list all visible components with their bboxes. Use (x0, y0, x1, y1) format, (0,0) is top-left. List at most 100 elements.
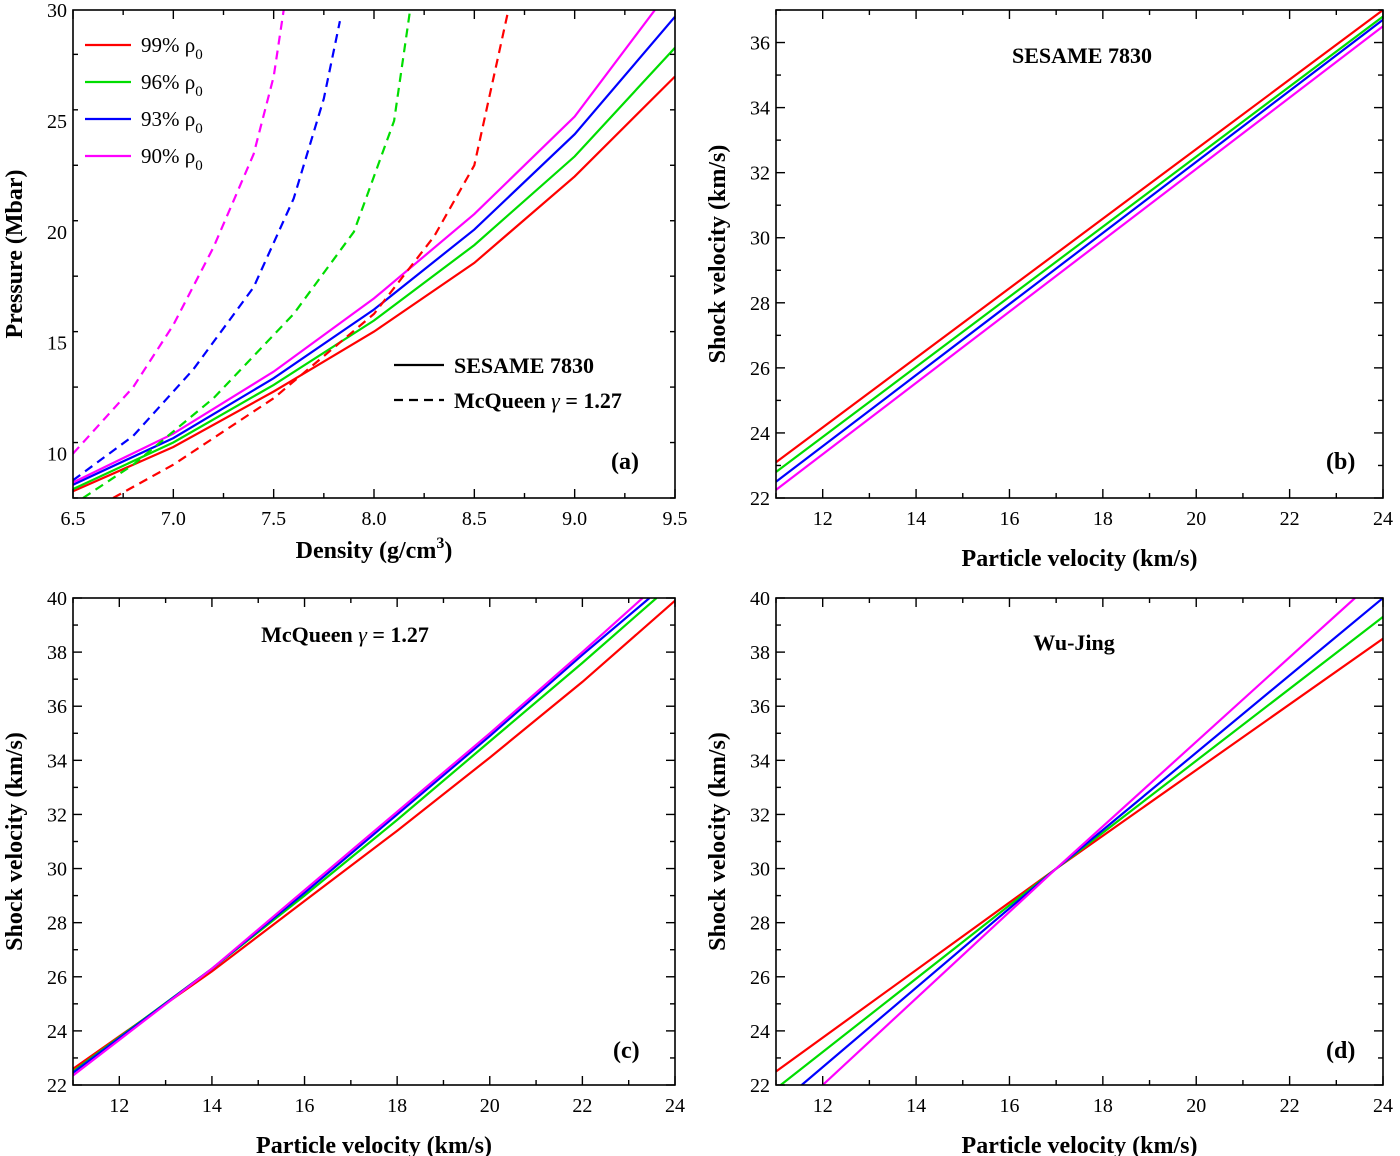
panel-title-main: SESAME 7830 (1012, 43, 1152, 68)
x-tick-label: 22 (1280, 508, 1300, 530)
y-tick-label: 28 (47, 913, 67, 935)
y-axis-title: Shock velocity (km/s) (705, 732, 731, 951)
panel-d: 12 14 16 18 20 22 24 22 24 26 28 30 32 34 36 38 40 Partic… (705, 588, 1393, 1156)
series-line-solid-0 (73, 75, 675, 493)
panel-title-post: = 1.27 (367, 622, 429, 647)
x-axis-title-sup: 3 (436, 535, 444, 552)
y-tick-label: 34 (750, 750, 770, 772)
legend-label: 96% ρ0 (141, 70, 203, 100)
x-tick-label: 7.0 (161, 508, 186, 530)
x-tick-label: 7.5 (261, 508, 286, 530)
x-tick-label: 9.5 (663, 508, 688, 530)
x-tick-label: 12 (813, 508, 833, 530)
legend-style-label: SESAME 7830 (454, 353, 594, 378)
legend-style-label: McQueen γ = 1.27 (454, 388, 622, 413)
y-tick-label: 30 (750, 228, 770, 250)
x-tick-label: 18 (1093, 1095, 1113, 1117)
x-tick-label: 20 (1186, 1095, 1206, 1117)
y-tick-label: 22 (750, 488, 770, 510)
x-tick-label: 22 (572, 1095, 592, 1117)
y-tick-label: 34 (750, 98, 770, 120)
y-tick-label: 25 (47, 111, 67, 133)
series-line-solid-3 (776, 25, 1383, 491)
x-axis-title: Density (g/cm3) (296, 535, 453, 564)
style-legend: SESAME 7830 McQueen γ = 1.27 (394, 353, 622, 413)
panel-c: 12 14 16 18 20 22 24 22 24 26 28 30 32 34 36 38 40 Partic… (2, 588, 685, 1156)
y-tick-label: 34 (47, 750, 67, 772)
series-line-solid-2 (73, 15, 675, 486)
panel-title: SESAME 7830 (1012, 43, 1152, 68)
y-tick-label: 32 (750, 804, 770, 826)
x-axis-title-close: ) (444, 538, 452, 564)
y-tick-label: 40 (750, 588, 770, 610)
x-axis-title: Particle velocity (km/s) (962, 546, 1198, 572)
series-line-solid-1 (776, 15, 1383, 473)
y-tick-label: 32 (47, 804, 67, 826)
series-line-solid-3 (73, 598, 644, 1077)
y-axis-title: Pressure (Mbar) (2, 169, 28, 338)
x-tick-label: 12 (813, 1095, 833, 1117)
series-line-solid-3 (821, 598, 1356, 1085)
plot-frame (775, 597, 1384, 1086)
panel-title: McQueen γ = 1.27 (261, 622, 429, 647)
plot-frame (72, 597, 676, 1086)
x-tick-label: 20 (1186, 508, 1206, 530)
x-tick-label: 18 (387, 1095, 407, 1117)
series-line-solid-0 (776, 637, 1383, 1073)
y-tick-label: 22 (750, 1075, 770, 1097)
series-line-solid-0 (73, 599, 675, 1070)
panel-title-gamma: γ (358, 622, 368, 647)
y-axis-title: Shock velocity (km/s) (705, 145, 731, 364)
x-tick-label: 18 (1093, 508, 1113, 530)
x-tick-label: 16 (999, 1095, 1019, 1117)
y-tick-label: 36 (750, 696, 770, 718)
panel-title-main: McQueen (261, 622, 358, 647)
legend-label: 93% ρ0 (141, 107, 203, 137)
x-tick-label: 24 (665, 1095, 685, 1117)
x-axis-title: Particle velocity (km/s) (256, 1133, 492, 1156)
x-tick-label: 16 (999, 508, 1019, 530)
series-line-dashed-5 (82, 10, 412, 498)
y-tick-label: 26 (750, 358, 770, 380)
legend-label: 90% ρ0 (141, 144, 203, 174)
y-tick-label: 30 (750, 859, 770, 881)
panel-label: (a) (611, 449, 639, 475)
panel-title: Wu-Jing (1033, 630, 1115, 655)
panel-label: (c) (613, 1038, 640, 1064)
x-tick-label: 22 (1280, 1095, 1300, 1117)
series-group (776, 598, 1383, 1085)
y-tick-label: 36 (47, 696, 67, 718)
x-tick-label: 6.5 (61, 508, 86, 530)
y-tick-label: 28 (750, 293, 770, 315)
x-tick-label: 20 (480, 1095, 500, 1117)
y-tick-label: 24 (47, 1021, 67, 1043)
series-line-solid-1 (73, 598, 658, 1073)
y-tick-label: 24 (750, 1021, 770, 1043)
series-group (73, 10, 675, 498)
y-tick-label: 26 (750, 967, 770, 989)
series-line-dashed-6 (73, 20, 341, 482)
series-line-solid-3 (73, 10, 656, 484)
panel-label: (d) (1326, 1038, 1355, 1064)
y-tick-label: 38 (47, 642, 67, 664)
y-tick-label: 40 (47, 588, 67, 610)
y-tick-label: 26 (47, 967, 67, 989)
y-tick-label: 28 (750, 913, 770, 935)
series-line-solid-0 (776, 10, 1383, 464)
y-axis-title: Shock velocity (km/s) (2, 732, 28, 951)
x-axis-title-main: Density (g/cm (296, 538, 437, 564)
x-tick-label: 24 (1373, 1095, 1393, 1117)
color-legend: 99% ρ0 96% ρ0 93% ρ0 90% ρ0 (85, 33, 203, 174)
series-line-solid-1 (73, 46, 675, 491)
panel-b: 12 14 16 18 20 22 24 22 24 26 28 30 32 34 36 Particle v… (705, 9, 1393, 572)
x-tick-label: 8.0 (362, 508, 387, 530)
y-tick-label: 30 (47, 0, 67, 22)
x-axis-title: Particle velocity (km/s) (962, 1133, 1198, 1156)
y-tick-label: 30 (47, 859, 67, 881)
x-tick-label: 14 (906, 1095, 926, 1117)
plot-frame (775, 9, 1384, 499)
series-group (776, 10, 1383, 491)
x-tick-label: 9.0 (562, 508, 587, 530)
panel-label: (b) (1326, 449, 1355, 475)
